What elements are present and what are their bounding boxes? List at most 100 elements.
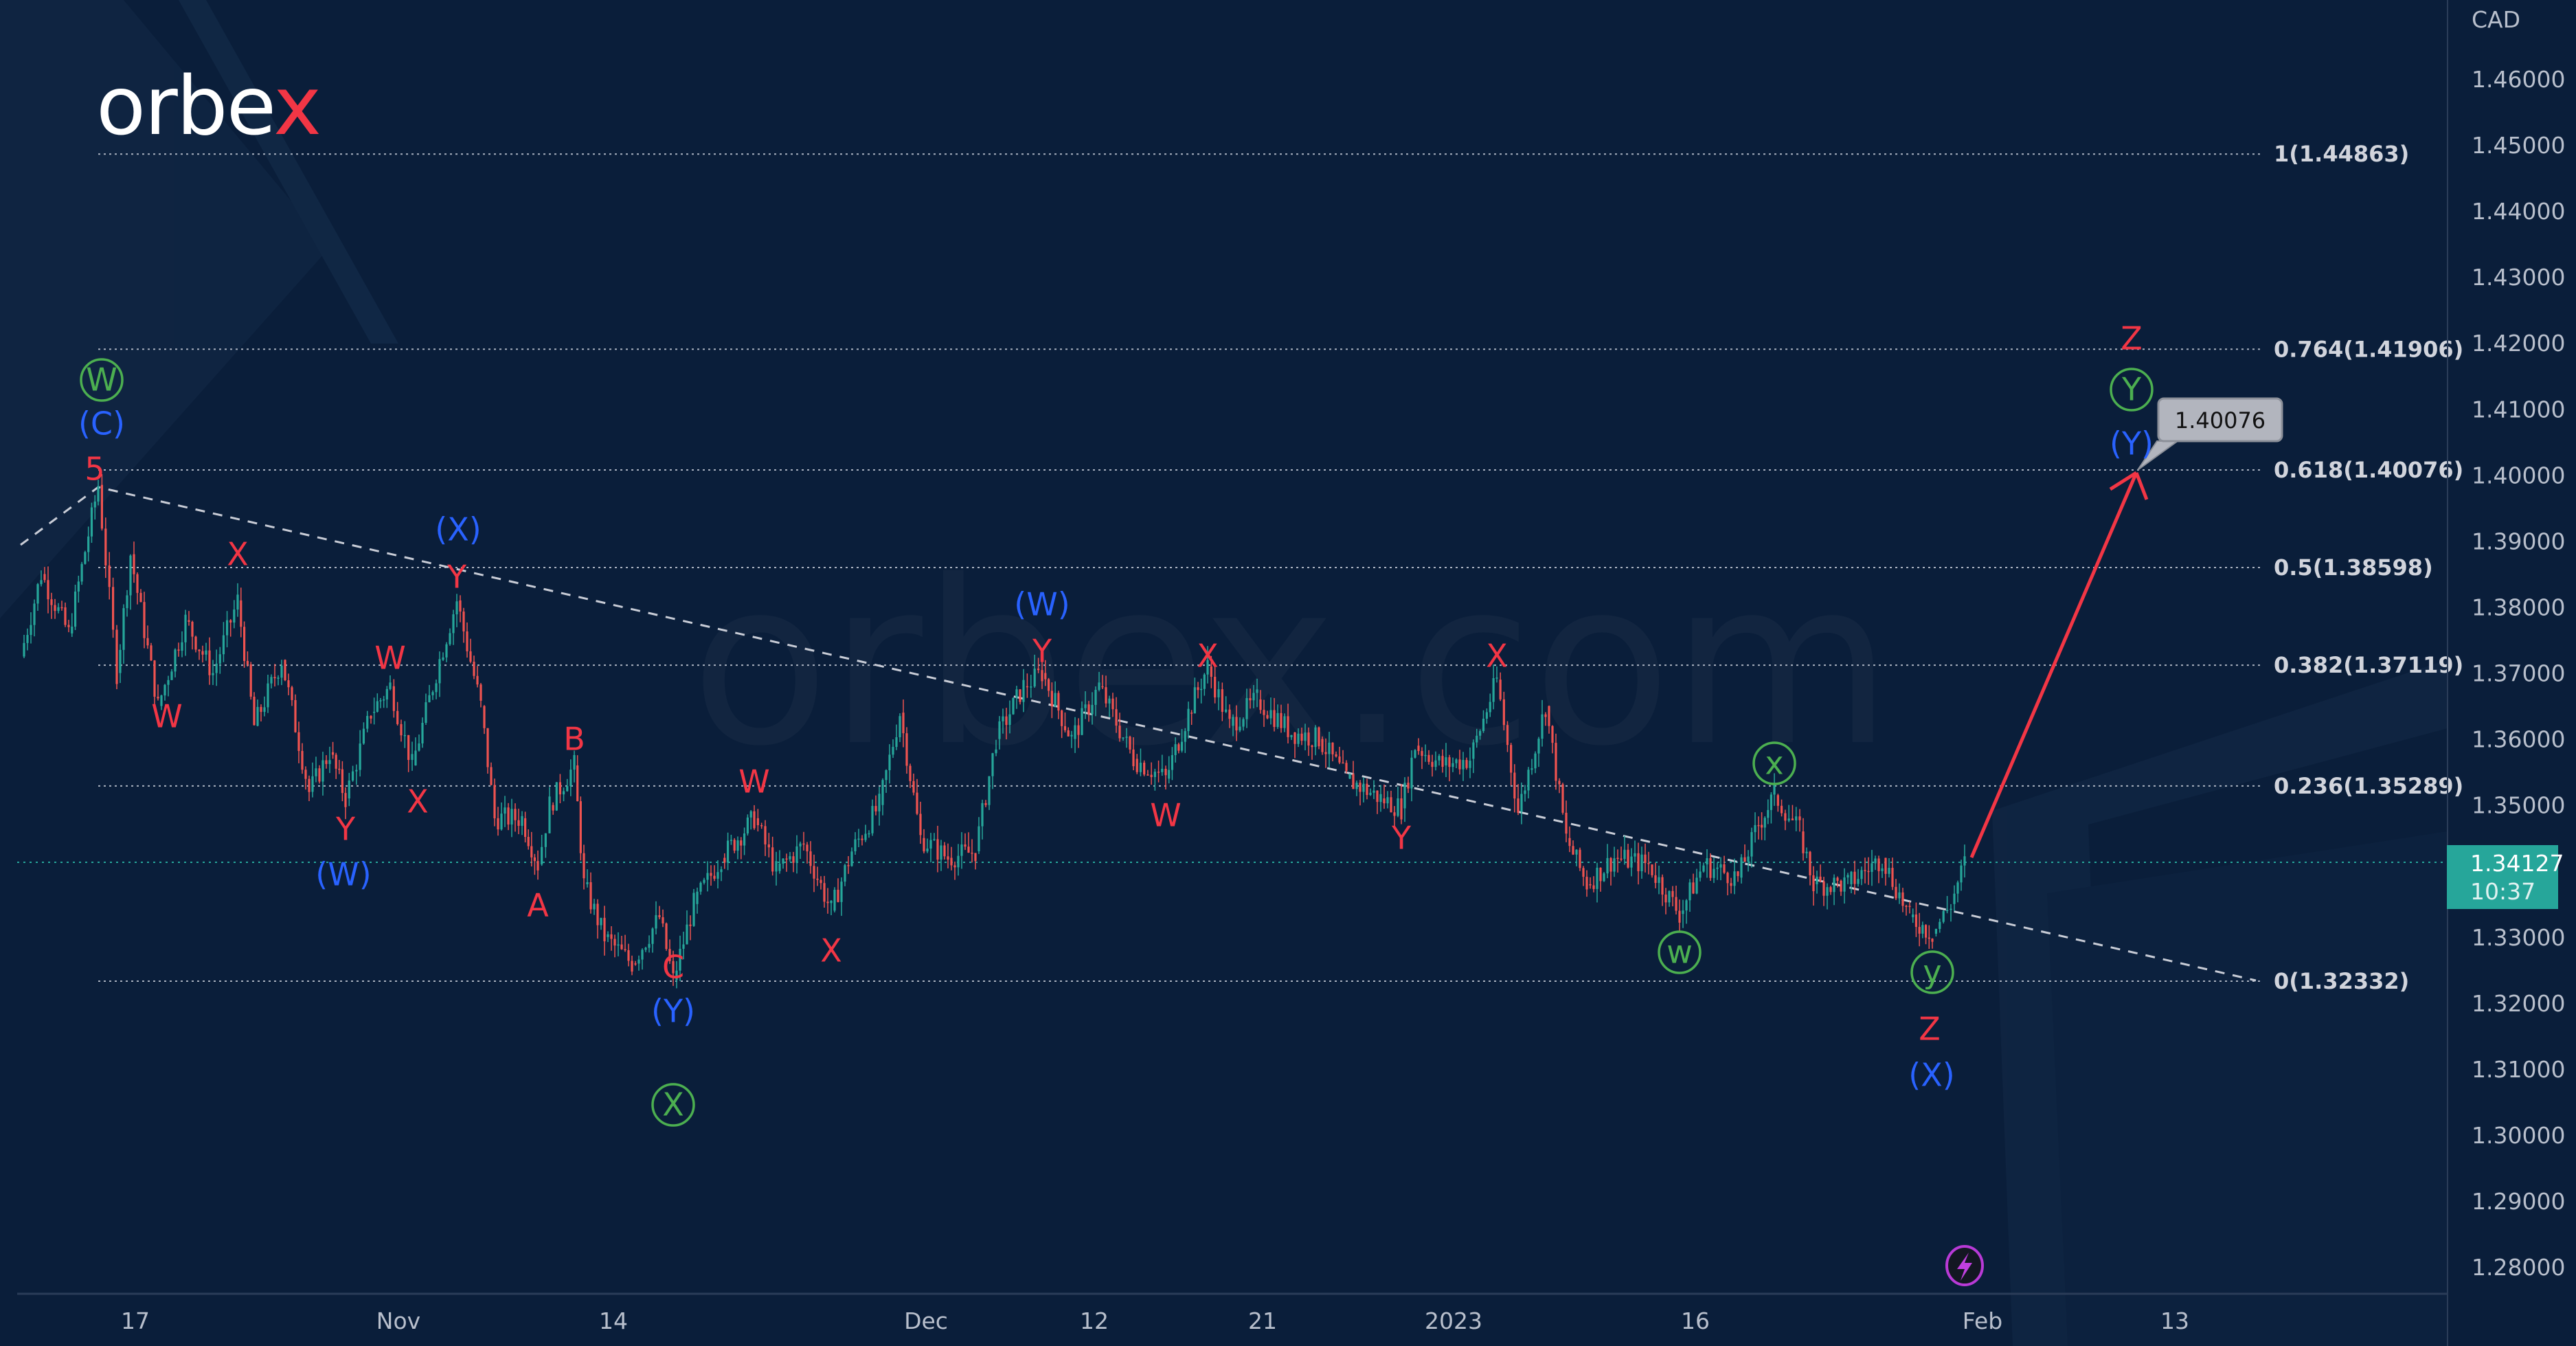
target-price-callout[interactable]: 1.40076 <box>2137 397 2283 471</box>
wave-circle <box>1752 741 1796 785</box>
wave-label: x <box>1752 741 1796 785</box>
wave-label-text: Y <box>1391 820 1412 857</box>
fib-level-label: 0.764(1.41906) <box>2274 336 2463 362</box>
wave-label: Y <box>335 811 356 848</box>
wave-label: W <box>1150 797 1181 834</box>
time-tick: 2023 <box>1425 1308 1482 1334</box>
price-tick: 1.40000 <box>2472 462 2565 489</box>
current-price-value: 1.34127 <box>2470 850 2564 877</box>
wave-label-text: Z <box>1919 1011 1941 1048</box>
wave-circle <box>80 358 124 402</box>
wave-label-text: (X) <box>1908 1057 1954 1094</box>
wave-label-text: X <box>407 783 429 820</box>
wave-label: X <box>227 536 249 573</box>
wave-label-text: w <box>1667 934 1693 971</box>
wave-label: (X) <box>435 511 481 548</box>
wave-label-text: X <box>662 1086 684 1123</box>
time-tick: 14 <box>599 1308 628 1334</box>
wave-circle <box>2110 368 2154 412</box>
orbex-logo: orbex <box>96 58 321 153</box>
fib-level-label: 0(1.32332) <box>2274 968 2409 994</box>
fib-level-label: 0.618(1.40076) <box>2274 457 2463 483</box>
wave-label: X <box>651 1083 695 1127</box>
price-tick: 1.29000 <box>2472 1188 2565 1215</box>
wave-label: (X) <box>1908 1057 1954 1094</box>
wave-label-text: C <box>662 949 684 986</box>
fib-level-label: 0.5(1.38598) <box>2274 554 2433 581</box>
current-price-label: 1.34127 10:37 <box>2447 845 2564 909</box>
wave-label: (W) <box>315 856 371 893</box>
wave-circle <box>1910 950 1954 994</box>
wave-label: Y <box>1391 820 1412 857</box>
wave-label: (Y) <box>651 993 695 1030</box>
wave-label: X <box>407 783 429 820</box>
price-tick: 1.37000 <box>2472 660 2565 687</box>
price-tick: 1.30000 <box>2472 1122 2565 1149</box>
wave-label-text: W <box>86 361 117 399</box>
fib-level-label: 1(1.44863) <box>2274 141 2409 167</box>
current-price-countdown: 10:37 <box>2470 878 2535 905</box>
time-tick: Nov <box>376 1308 420 1334</box>
currency-label: CAD <box>2472 6 2520 33</box>
price-tick: 1.28000 <box>2472 1254 2565 1281</box>
wave-label-text: (X) <box>435 511 481 548</box>
wave-label-text: X <box>227 536 249 573</box>
price-tick: 1.43000 <box>2472 264 2565 291</box>
price-tick: 1.33000 <box>2472 924 2565 951</box>
wave-label-text: X <box>1197 638 1219 675</box>
wave-label: Z <box>2121 320 2143 357</box>
watermark: orbex.com <box>690 532 1892 796</box>
time-axis[interactable]: 17 Nov 14 Dec 12 21 2023 16 Feb 13 <box>121 1308 2189 1334</box>
wave-label-text: Y <box>335 811 356 848</box>
wave-label-text: Y <box>2121 371 2142 408</box>
wave-label-text: B <box>563 721 585 758</box>
price-tick: 1.45000 <box>2472 132 2565 159</box>
wave-label: w <box>1658 930 1702 974</box>
wave-label-text: x <box>1765 745 1783 782</box>
time-tick: 13 <box>2160 1308 2189 1334</box>
wave-label-text: 5 <box>84 451 104 488</box>
price-tick: 1.46000 <box>2472 66 2565 93</box>
wave-label-text: Y <box>1032 633 1052 670</box>
wave-label: W <box>80 358 124 402</box>
wave-label-text: A <box>527 887 549 924</box>
wave-label: Y <box>447 559 467 596</box>
wave-label: W <box>738 763 769 800</box>
wave-label-text: W <box>374 640 405 677</box>
lightning-icon[interactable] <box>1945 1245 1984 1286</box>
wave-label: W <box>374 640 405 677</box>
wave-label: X <box>1197 638 1219 675</box>
fibonacci-levels[interactable]: 1(1.44863) 0.764(1.41906) 0.618(1.40076) 0.… <box>98 141 2463 994</box>
time-tick: Feb <box>1963 1308 2002 1334</box>
wave-label-text: (Y) <box>2110 425 2154 462</box>
time-tick: 17 <box>121 1308 150 1334</box>
price-tick: 1.36000 <box>2472 726 2565 753</box>
wave-label-text: Z <box>2121 320 2143 357</box>
price-axis[interactable]: 1.46000 1.45000 1.44000 1.43000 1.42000 1.410… <box>2472 66 2565 1281</box>
wave-label: 5 <box>84 451 104 488</box>
forecast-arrow[interactable] <box>1969 471 2149 858</box>
wave-label-text: W <box>151 698 182 735</box>
wave-label: y <box>1910 950 1954 994</box>
price-tick: 1.35000 <box>2472 792 2565 819</box>
price-tick: 1.32000 <box>2472 990 2565 1017</box>
wave-label: (W) <box>1014 586 1070 623</box>
wave-circle <box>651 1083 695 1127</box>
price-tick: 1.31000 <box>2472 1056 2565 1083</box>
wave-label: C <box>662 949 684 986</box>
price-tick: 1.38000 <box>2472 594 2565 620</box>
wave-label-text: X <box>1486 638 1508 675</box>
wave-circle <box>1658 930 1702 974</box>
wave-label: X <box>1486 638 1508 675</box>
wave-label-text: Y <box>447 559 467 596</box>
price-tick: 1.42000 <box>2472 330 2565 357</box>
wave-label: Y <box>2110 368 2154 412</box>
price-tick: 1.39000 <box>2472 528 2565 554</box>
wave-label-text: X <box>820 932 842 969</box>
time-tick: 21 <box>1248 1308 1277 1334</box>
wave-label: A <box>527 887 549 924</box>
wave-label-text: (W) <box>315 856 371 893</box>
wave-label: Y <box>1032 633 1052 670</box>
